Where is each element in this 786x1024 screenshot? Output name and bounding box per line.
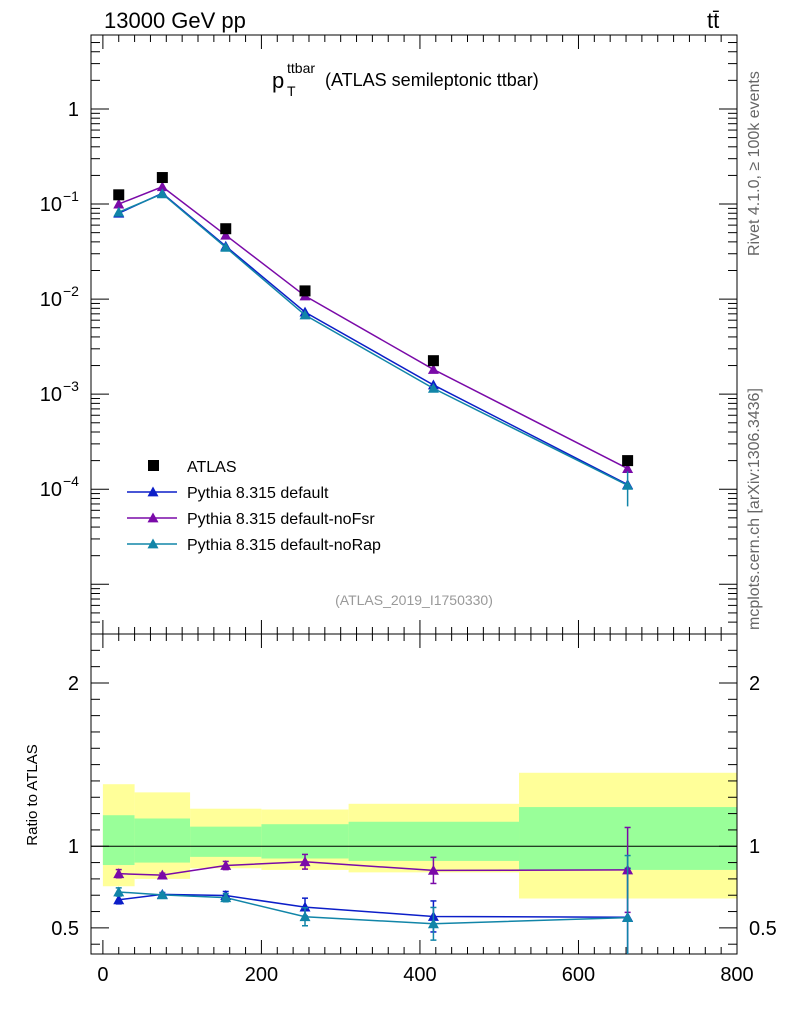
ratio-series-point [113, 894, 125, 905]
header-process-label: tt̄ [707, 8, 720, 33]
ratio-series-point [299, 901, 311, 912]
main-series-point [427, 363, 439, 374]
legend-label: ATLAS [187, 459, 237, 476]
plot-frames [90, 34, 738, 955]
ratio-band-inner [190, 826, 262, 857]
legend-marker [147, 512, 159, 523]
main-series-point [427, 382, 439, 393]
ratio-band-inner [348, 821, 520, 861]
ratio-series-point [156, 869, 168, 880]
ratio-series-point [427, 864, 439, 875]
main-series-point [622, 463, 634, 473]
ratio-series-point [427, 918, 439, 929]
main-series-point [156, 181, 168, 192]
main-series-point [220, 241, 232, 252]
ratio-y-tick-label-right: 1 [749, 836, 760, 858]
atlas-data-point [622, 455, 634, 467]
ratio-series-point [220, 860, 232, 870]
legend-marker [147, 486, 159, 497]
y-tick-label-exponent: −4 [63, 473, 79, 489]
atlas-data-point [427, 355, 439, 367]
main-series-point [113, 206, 125, 217]
ratio-band-inner [261, 824, 349, 859]
atlas-data-point [299, 285, 311, 297]
legend: ATLAS Pythia 8.315 default Pythia 8.315 de… [127, 459, 381, 554]
atlas-data-point [220, 223, 232, 235]
series-marks [113, 172, 634, 954]
ratio-y-tick-label-right: 2 [749, 673, 760, 695]
ratio-series-point [299, 856, 311, 867]
ratio-plot-frame [90, 633, 738, 955]
atlas-data-point [113, 189, 125, 201]
x-tick-label: 0 [97, 964, 108, 986]
chart-title-p: p [272, 68, 284, 93]
ratio-series-point [113, 868, 125, 879]
main-series-line [118, 192, 628, 486]
ratio-series-point [299, 911, 311, 922]
header-energy-label: 13000 GeV pp [104, 8, 246, 33]
ratio-series-point [113, 886, 125, 897]
x-tick-label: 600 [562, 964, 595, 986]
y-tick-label: 10 [40, 194, 62, 216]
ratio-y-tick-label: 2 [68, 673, 79, 695]
ratio-y-axis-label: Ratio to ATLAS [24, 744, 41, 845]
x-tick-label: 200 [245, 964, 278, 986]
ratio-series-line [118, 893, 628, 919]
ratio-series-line [118, 861, 628, 876]
main-series-line [118, 192, 628, 486]
ratio-series-point [622, 912, 634, 922]
x-tick-label: 400 [403, 964, 436, 986]
main-series-point [113, 198, 125, 209]
ratio-bands [91, 772, 737, 899]
ratio-series-line [118, 891, 628, 925]
main-series-point [299, 309, 311, 320]
atlas-data-point [156, 172, 168, 184]
y-tick-label-exponent: −1 [63, 188, 79, 204]
ratio-y-tick-label: 0.5 [51, 918, 79, 940]
y-tick-label: 10 [40, 289, 62, 311]
chart-title-rest: (ATLAS semileptonic ttbar) [325, 70, 539, 90]
ratio-series-point [220, 892, 232, 903]
ratio-series-point [156, 889, 168, 900]
legend-label: Pythia 8.315 default-noFsr [187, 511, 375, 528]
legend-marker [148, 460, 159, 471]
chart-title-sup: ttbar [287, 60, 315, 76]
ratio-band-inner [134, 818, 191, 863]
y-tick-label-exponent: −3 [63, 378, 79, 394]
main-series-point [156, 188, 168, 199]
legend-label: Pythia 8.315 default [187, 485, 329, 502]
main-series-line [118, 185, 628, 470]
main-series-point [220, 229, 232, 240]
y-tick-label: 1 [68, 99, 79, 121]
y-tick-label: 10 [40, 384, 62, 406]
legend-marker [147, 538, 159, 549]
legend-label: Pythia 8.315 default-noRap [187, 537, 381, 554]
ratio-band-inner [102, 815, 135, 866]
chart-title-sub: T [287, 83, 296, 99]
ratio-y-tick-label-right: 0.5 [749, 918, 777, 940]
ratio-y-tick-label: 1 [68, 836, 79, 858]
x-tick-label: 800 [720, 964, 753, 986]
analysis-label: (ATLAS_2019_I1750330) [335, 592, 493, 608]
y-tick-label: 10 [40, 479, 62, 501]
y-tick-label-exponent: −2 [63, 283, 79, 299]
